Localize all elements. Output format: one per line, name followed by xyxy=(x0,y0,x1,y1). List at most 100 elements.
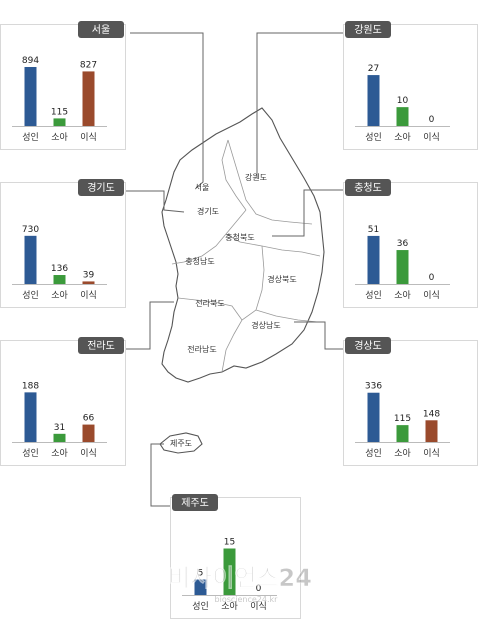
bar-gyeongsang-1 xyxy=(396,425,409,442)
border-gangwon xyxy=(227,139,313,225)
data-label-jeolla-2: 66 xyxy=(83,414,95,424)
panel-title: 전라도 xyxy=(87,340,115,352)
category-label-jeju-0: 성인 xyxy=(192,601,209,612)
bar-jeolla-0 xyxy=(24,392,37,442)
bar-jeolla-2 xyxy=(82,424,95,442)
panel-title: 강원도 xyxy=(354,24,382,36)
data-label-chungcheong-1: 36 xyxy=(397,239,409,249)
category-label-chungcheong-2: 이식 xyxy=(423,290,440,301)
bar-gyeonggi-0 xyxy=(24,235,37,284)
category-label-jeolla-2: 이식 xyxy=(80,448,97,459)
connector-lines xyxy=(126,32,343,507)
data-label-seoul-1: 115 xyxy=(51,107,68,117)
bar-seoul-2 xyxy=(82,71,95,126)
bar-gangwon-0 xyxy=(367,75,380,126)
map-label-chungnam: 충청남도 xyxy=(185,257,214,266)
category-label-gyeongsang-1: 소아 xyxy=(394,448,411,459)
border-chungnam xyxy=(225,233,321,257)
category-label-gangwon-2: 이식 xyxy=(423,132,440,143)
panel-title-tab xyxy=(345,21,391,38)
category-label-gyeonggi-1: 소아 xyxy=(51,290,68,301)
category-label-gyeonggi-0: 성인 xyxy=(22,290,39,301)
panel-title-tab xyxy=(172,494,218,511)
map-label-seoul: 서울 xyxy=(195,183,210,192)
panel-title: 제주도 xyxy=(181,497,209,509)
connector-jeolla xyxy=(126,301,174,350)
panel-title-tab xyxy=(78,21,124,38)
panel-title: 서울 xyxy=(92,24,110,36)
data-label-jeju-0: 5 xyxy=(198,569,204,579)
data-label-gyeonggi-0: 730 xyxy=(22,225,39,235)
data-label-gangwon-1: 10 xyxy=(397,96,409,106)
bar-chungcheong-1 xyxy=(396,250,409,284)
chart-panel-chungcheong: 충청도 51 성인 36 소아 0 이식 xyxy=(343,179,478,308)
watermark-url: bioscience24.kr xyxy=(215,595,279,604)
panel-title-tab xyxy=(345,337,391,354)
map-label-jeonbuk: 전라북도 xyxy=(195,298,224,308)
category-label-gyeonggi-2: 이식 xyxy=(80,290,97,301)
chart-panel-gyeongsang: 경상도 336 성인 115 소아 148 이식 xyxy=(343,337,478,466)
map-label-gyeongbuk: 경상북도 xyxy=(267,274,296,284)
category-label-jeolla-0: 성인 xyxy=(22,448,39,459)
jeju-outline xyxy=(159,432,203,454)
bar-gangwon-1 xyxy=(396,107,409,126)
mainland-outline xyxy=(161,107,325,383)
chart-panel-gyeonggi: 경기도 730 성인 136 소아 39 이식 xyxy=(0,179,126,308)
category-label-gangwon-1: 소아 xyxy=(394,132,411,143)
bar-gyeongsang-2 xyxy=(425,420,438,442)
border-chungbuk xyxy=(171,209,247,265)
data-label-jeju-1: 15 xyxy=(224,538,235,548)
category-label-chungcheong-0: 성인 xyxy=(365,290,382,301)
data-label-chungcheong-2: 0 xyxy=(429,273,435,283)
panel-title-tab xyxy=(78,179,124,196)
data-label-jeju-2: 0 xyxy=(256,584,262,594)
bar-seoul-0 xyxy=(24,66,37,126)
bar-jeju-0 xyxy=(194,579,207,595)
panel-title: 경기도 xyxy=(87,181,115,194)
region-chart-panels: 서울894성인115소아827이식경기도730성인136소아39이식전라도188… xyxy=(0,21,478,619)
bar-seoul-1 xyxy=(53,118,66,126)
panel-title: 경상도 xyxy=(354,339,382,352)
panel-title-tab xyxy=(78,337,124,354)
map-label-jeonnam: 전라남도 xyxy=(187,344,216,354)
border-gyeongbuk xyxy=(221,245,265,373)
map-label-gangwon: 강원도 xyxy=(245,172,267,182)
bar-gyeongsang-0 xyxy=(367,392,380,442)
connector-gangwon xyxy=(256,32,343,178)
data-label-seoul-0: 894 xyxy=(22,56,39,66)
panel-frame xyxy=(343,340,478,466)
map-label-gyeongnam: 경상남도 xyxy=(251,320,280,330)
category-label-gangwon-0: 성인 xyxy=(365,132,382,143)
panel-frame xyxy=(343,24,478,150)
data-label-seoul-2: 827 xyxy=(80,60,97,70)
data-label-gyeonggi-2: 39 xyxy=(83,270,95,280)
panel-frame xyxy=(343,182,478,308)
category-label-chungcheong-1: 소아 xyxy=(394,290,411,301)
chart-panel-jeolla: 전라도 188 성인 31 소아 66 이식 xyxy=(0,337,126,466)
bar-chungcheong-0 xyxy=(367,235,380,284)
panel-frame xyxy=(0,182,126,308)
panel-frame xyxy=(0,340,126,466)
connector-jeju xyxy=(150,443,178,507)
bar-gyeonggi-2 xyxy=(82,281,95,284)
watermark-text: 비사이언스24 xyxy=(168,564,312,592)
category-label-gyeongsang-0: 성인 xyxy=(365,448,382,459)
data-label-gangwon-2: 0 xyxy=(429,115,435,125)
map-region-labels: 서울 경기도 강원도 충청북도 충청남도 경상북도 전라북도 경상남도 전라남도… xyxy=(170,172,297,448)
data-label-gyeongsang-1: 115 xyxy=(394,414,411,424)
panel-title: 충청도 xyxy=(354,182,382,194)
bar-jeolla-1 xyxy=(53,433,66,442)
data-label-gyeongsang-0: 336 xyxy=(365,382,382,392)
data-label-gangwon-0: 27 xyxy=(368,64,379,74)
data-label-jeolla-0: 188 xyxy=(22,381,39,391)
chart-panel-gangwon: 강원도 27 성인 10 소아 0 이식 xyxy=(343,21,478,150)
data-label-chungcheong-0: 51 xyxy=(368,225,379,235)
category-label-jeju-2: 이식 xyxy=(250,601,267,612)
border-jeonbuk xyxy=(177,297,243,321)
data-label-jeolla-1: 31 xyxy=(54,423,65,433)
chart-panel-jeju: 제주도 5 성인 15 소아 0 이식 xyxy=(170,494,301,619)
data-label-gyeongsang-2: 148 xyxy=(423,409,440,419)
province-borders xyxy=(171,139,321,373)
data-label-gyeonggi-1: 136 xyxy=(51,264,68,274)
